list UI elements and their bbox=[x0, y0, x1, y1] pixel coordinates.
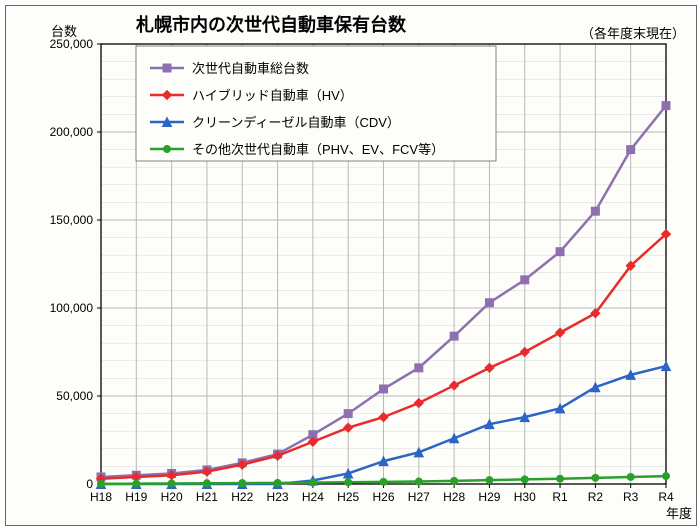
y-tick-label: 100,000 bbox=[50, 301, 94, 315]
x-tick-label: H18 bbox=[90, 490, 112, 504]
chart-subtitle: （各年度末現在） bbox=[581, 26, 685, 41]
legend-label: 次世代自動車総台数 bbox=[192, 61, 309, 76]
y-tick-label: 250,000 bbox=[50, 37, 94, 51]
x-tick-label: R4 bbox=[658, 490, 674, 504]
x-tick-label: H23 bbox=[267, 490, 289, 504]
x-tick-label: H24 bbox=[302, 490, 324, 504]
y-tick-label: 200,000 bbox=[50, 125, 94, 139]
x-tick-label: H26 bbox=[372, 490, 394, 504]
x-tick-label: H30 bbox=[514, 490, 536, 504]
x-tick-label: H27 bbox=[408, 490, 430, 504]
legend-label: ハイブリッド自動車（HV） bbox=[192, 88, 353, 103]
legend-label: クリーンディーゼル自動車（CDV） bbox=[192, 115, 400, 130]
x-tick-label: H29 bbox=[478, 490, 500, 504]
chart-container: 0 50,000 100,000 150,000 200,000 250,000 H18 H1… bbox=[5, 5, 697, 526]
chart-title: 札幌市内の次世代自動車保有台数 bbox=[135, 14, 407, 35]
x-tick-label: H25 bbox=[337, 490, 359, 504]
x-tick-label: R3 bbox=[623, 490, 639, 504]
x-tick-label: H28 bbox=[443, 490, 465, 504]
x-axis-label: 年度 bbox=[666, 506, 692, 521]
x-tick-label: H21 bbox=[196, 490, 218, 504]
x-tick-label: H19 bbox=[125, 490, 147, 504]
y-tick-label: 0 bbox=[86, 477, 93, 491]
y-axis-label: 台数 bbox=[51, 24, 77, 39]
legend-label: その他次世代自動車（PHV、EV、FCV等） bbox=[192, 142, 444, 157]
x-tick-label: H22 bbox=[231, 490, 253, 504]
y-tick-label: 50,000 bbox=[56, 389, 93, 403]
y-tick-label: 150,000 bbox=[50, 213, 94, 227]
x-tick-label: H20 bbox=[161, 490, 183, 504]
x-tick-label: R1 bbox=[552, 490, 568, 504]
x-tick-label: R2 bbox=[588, 490, 604, 504]
